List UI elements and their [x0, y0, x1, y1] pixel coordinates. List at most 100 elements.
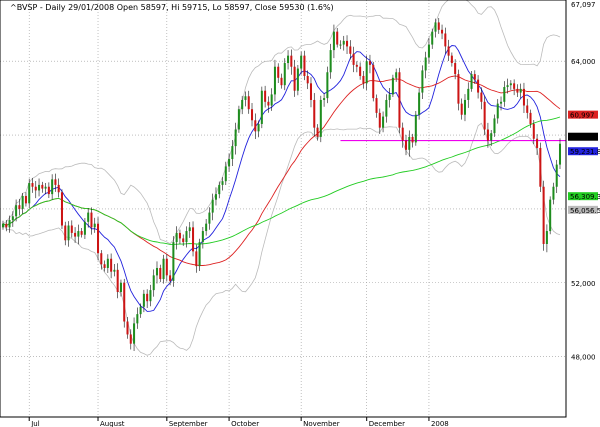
candle-down: [441, 29, 444, 34]
candle-up: [172, 242, 175, 281]
y-tick-label: 64,000: [571, 58, 596, 66]
candle-up: [228, 159, 231, 167]
value-label: 59,530: [570, 134, 595, 142]
candle-down: [480, 92, 483, 102]
candle-down: [70, 225, 73, 233]
candle-down: [526, 105, 529, 113]
plot-frame: [0, 0, 567, 418]
candle-up: [15, 205, 18, 217]
candle-up: [133, 323, 136, 344]
candle-down: [100, 253, 103, 265]
value-label: 60,997: [570, 112, 595, 120]
candle-down: [74, 232, 77, 237]
candle-up: [391, 77, 394, 95]
candle-up: [87, 212, 90, 222]
candle-up: [93, 223, 96, 228]
candle-up: [421, 70, 424, 93]
candle-up: [283, 63, 286, 86]
candle-down: [303, 55, 306, 76]
candle-down: [483, 101, 486, 130]
candle-down: [375, 98, 378, 113]
candle-up: [273, 66, 276, 95]
candle-up: [67, 225, 70, 241]
candle-up: [555, 164, 558, 187]
candle-down: [362, 75, 365, 84]
candle-up: [500, 101, 503, 104]
bollinger-bands: [2, 0, 561, 356]
candle-up: [260, 90, 263, 124]
candle-up: [205, 223, 208, 232]
x-tick-label: 2008: [431, 420, 449, 427]
candle-down: [178, 232, 181, 239]
candle-up: [136, 314, 139, 324]
candle-up: [509, 83, 512, 86]
candle-up: [208, 212, 211, 224]
candle-down: [293, 66, 296, 91]
candle-down: [254, 120, 257, 132]
candle-up: [395, 72, 398, 78]
candle-down: [165, 258, 168, 276]
ma-green: [2, 116, 561, 245]
candle-up: [139, 306, 142, 315]
candle-up: [365, 61, 368, 84]
candle-up: [493, 118, 496, 134]
candle-up: [339, 44, 342, 46]
candle-down: [90, 212, 93, 228]
y-tick-label: 48,000: [571, 354, 596, 362]
candle-up: [221, 181, 224, 185]
candle-down: [54, 179, 57, 185]
candle-down: [41, 184, 44, 189]
candle-up: [418, 92, 421, 115]
y-tick-label: 67,097: [571, 1, 596, 9]
candle-down: [513, 83, 516, 89]
candle-up: [162, 258, 165, 280]
value-label-box: [568, 205, 598, 214]
x-tick-label: August: [100, 420, 125, 427]
candle-up: [142, 293, 145, 307]
candle-up: [414, 114, 417, 143]
value-label: 56,309.3: [570, 193, 600, 201]
candle-up: [218, 184, 221, 195]
x-tick-label: October: [231, 420, 259, 427]
candle-up: [470, 74, 473, 89]
candle-up: [234, 129, 237, 147]
candle-up: [155, 267, 159, 276]
candle-down: [267, 101, 270, 106]
candle-up: [244, 96, 247, 100]
candle-up: [201, 231, 204, 243]
candle-up: [300, 55, 303, 69]
candle-down: [110, 258, 113, 272]
candle-down: [182, 238, 185, 243]
candle-down: [195, 251, 198, 267]
candle-up: [319, 99, 322, 137]
candle-down: [398, 72, 401, 128]
candle-down: [24, 195, 27, 204]
candle-up: [326, 72, 329, 99]
candle-up: [434, 22, 437, 32]
candle-up: [385, 99, 388, 117]
value-label: 56,056.5: [570, 207, 600, 215]
candle-down: [192, 227, 195, 252]
candle-down: [5, 223, 8, 228]
candle-up: [382, 116, 385, 128]
candle-up: [506, 85, 509, 88]
candle-down: [60, 192, 63, 226]
candle-up: [427, 44, 430, 58]
candle-up: [21, 195, 24, 209]
candle-down: [346, 40, 349, 47]
candle-down: [264, 90, 267, 102]
candle-up: [503, 87, 506, 102]
candle-up: [463, 99, 466, 115]
candle-up: [549, 199, 552, 232]
candle-up: [198, 242, 201, 267]
candle-up: [496, 103, 499, 119]
candle-up: [185, 231, 188, 243]
candle-down: [437, 22, 440, 30]
candle-down: [355, 64, 358, 67]
candle-down: [280, 77, 283, 86]
candle-up: [270, 94, 273, 106]
candle-down: [126, 321, 129, 335]
candle-down: [336, 31, 339, 45]
candle-down: [349, 46, 352, 54]
candles: [1, 17, 562, 351]
